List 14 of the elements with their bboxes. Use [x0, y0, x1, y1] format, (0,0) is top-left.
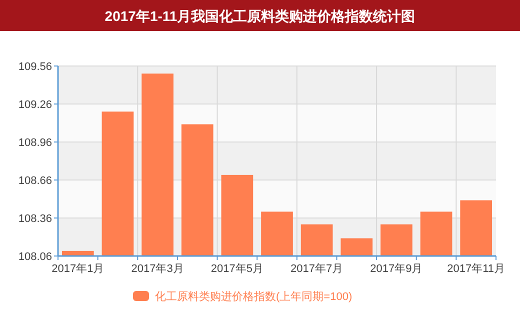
x-tick-label: 2017年5月 — [210, 263, 264, 275]
y-tick-label: 108.06 — [18, 251, 52, 263]
x-tick-label: 2017年9月 — [370, 263, 423, 275]
legend-label: 化工原料类购进价格指数(上年同期=100) — [155, 290, 352, 303]
x-tick-label: 2017年7月 — [290, 263, 344, 275]
y-tick-label: 108.36 — [18, 213, 52, 225]
x-tick-label: 2017年11月 — [447, 263, 506, 275]
x-tick-label: 2017年1月 — [52, 263, 104, 275]
y-tick-label: 109.56 — [18, 61, 52, 73]
x-tick-label: 2017年3月 — [131, 263, 184, 275]
chart-title: 2017年1-11月我国化工原料类购进价格指数统计图 — [104, 8, 416, 24]
y-tick-label: 109.26 — [18, 99, 52, 111]
y-tick-label: 108.66 — [18, 175, 52, 187]
y-tick-label: 108.96 — [18, 137, 52, 149]
